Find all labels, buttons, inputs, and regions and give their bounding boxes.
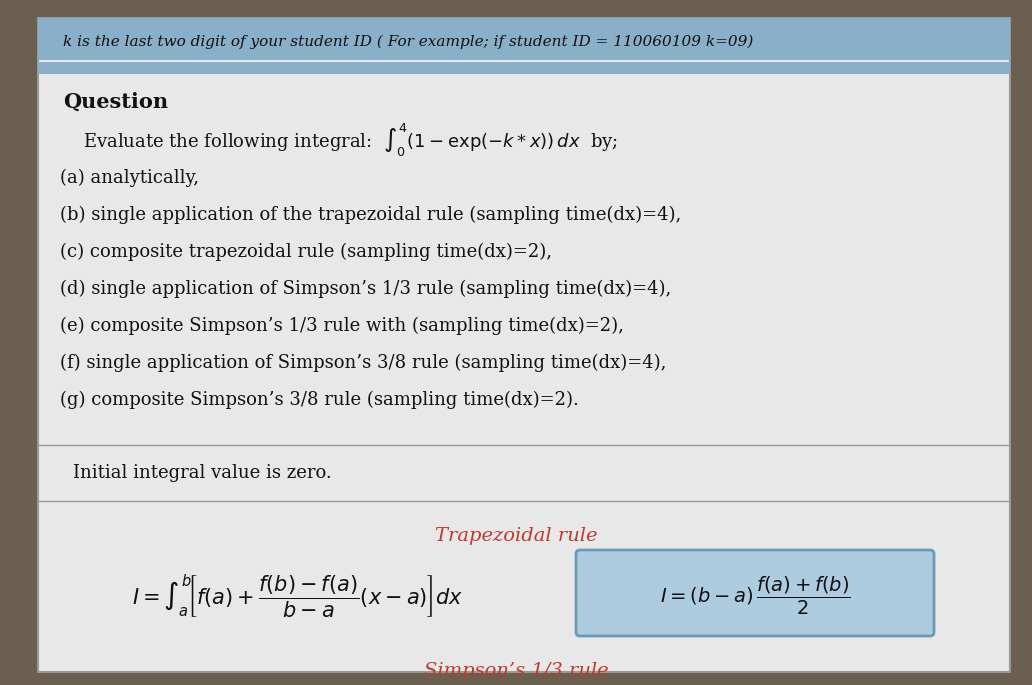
Text: Trapezoidal rule: Trapezoidal rule (434, 527, 598, 545)
Text: (g) composite Simpson’s 3/8 rule (sampling time(dx)=2).: (g) composite Simpson’s 3/8 rule (sampli… (60, 391, 579, 409)
Text: (b) single application of the trapezoidal rule (sampling time(dx)=4),: (b) single application of the trapezoida… (60, 206, 681, 224)
Text: $I = \int_a^b\!\left[f(a) + \dfrac{f(b)-f(a)}{b-a}(x-a)\right]dx$: $I = \int_a^b\!\left[f(a) + \dfrac{f(b)-… (132, 572, 463, 620)
Bar (38, 62, 1010, 74)
Text: $I = (b-a)\,\dfrac{f(a)+f(b)}{2}$: $I = (b-a)\,\dfrac{f(a)+f(b)}{2}$ (659, 575, 850, 617)
Text: (c) composite trapezoidal rule (sampling time(dx)=2),: (c) composite trapezoidal rule (sampling… (60, 243, 552, 261)
Text: Evaluate the following integral:  $\int_0^4(1-\exp(-k*x))\,dx$  by;: Evaluate the following integral: $\int_0… (83, 121, 618, 158)
Text: Question: Question (63, 92, 168, 112)
Text: Simpson’s 1/3 rule: Simpson’s 1/3 rule (424, 662, 608, 680)
Bar (38, 18, 1010, 60)
Text: (d) single application of Simpson’s 1/3 rule (sampling time(dx)=4),: (d) single application of Simpson’s 1/3 … (60, 280, 671, 298)
Text: k is the last two digit of your student ID ( For example; if student ID = 110060: k is the last two digit of your student … (63, 35, 753, 49)
Text: (e) composite Simpson’s 1/3 rule with (sampling time(dx)=2),: (e) composite Simpson’s 1/3 rule with (s… (60, 317, 624, 335)
Text: (f) single application of Simpson’s 3/8 rule (sampling time(dx)=4),: (f) single application of Simpson’s 3/8 … (60, 354, 667, 372)
FancyBboxPatch shape (576, 550, 934, 636)
Text: (a) analytically,: (a) analytically, (60, 169, 199, 187)
Text: Initial integral value is zero.: Initial integral value is zero. (73, 464, 331, 482)
